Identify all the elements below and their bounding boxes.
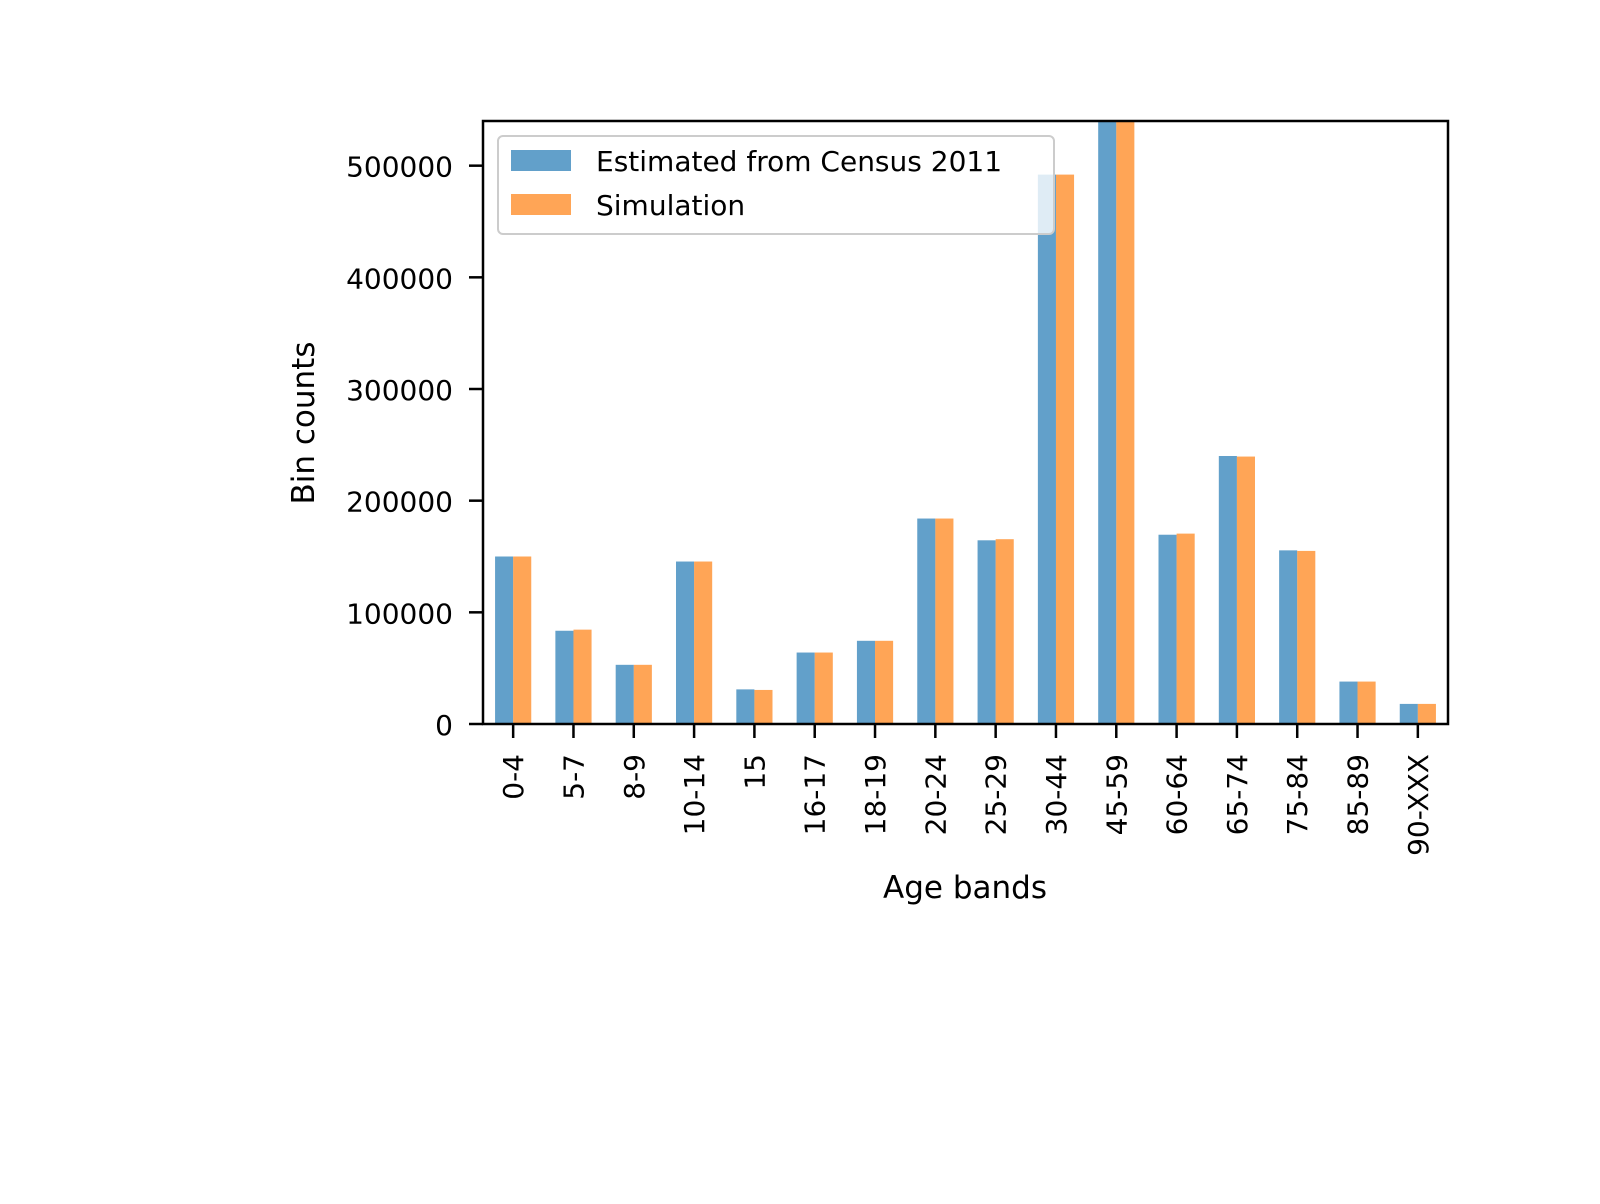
bar-simulation-30-44: [1055, 174, 1075, 725]
x-tick-label: 16-17: [799, 754, 832, 835]
bar-census-20-24: [917, 518, 936, 724]
x-tick-label: 45-59: [1100, 754, 1133, 835]
bar-census-8-9: [615, 664, 634, 724]
x-tick-label: 8-9: [618, 754, 651, 800]
bar-census-25-29: [977, 540, 996, 724]
legend-swatch: [511, 150, 571, 171]
bar-simulation-15: [754, 689, 773, 724]
legend: Estimated from Census 2011 Simulation: [497, 135, 1055, 235]
y-tick-label: 400000: [346, 262, 453, 295]
bar-simulation-0-4: [513, 556, 532, 724]
x-tick-label: 65-74: [1221, 754, 1254, 835]
bar-census-85-89: [1339, 681, 1358, 724]
x-tick-label: 0-4: [497, 754, 530, 800]
legend-label: Estimated from Census 2011: [596, 145, 1002, 178]
x-tick-label: 5-7: [557, 754, 590, 800]
bar-simulation-25-29: [995, 539, 1014, 724]
bar-simulation-10-14: [694, 561, 713, 724]
bar-census-0-4: [495, 556, 514, 724]
bar-census-90-XXX: [1399, 703, 1418, 724]
x-axis-label: Age bands: [883, 870, 1047, 906]
bar-simulation-85-89: [1357, 681, 1376, 724]
bar-census-45-59: [1098, 121, 1117, 724]
bar-census-75-84: [1279, 550, 1298, 724]
bar-census-18-19: [856, 640, 876, 724]
x-tick-label: 85-89: [1342, 754, 1375, 835]
axes-layer: 0 100000 200000 300000 400000 500000 0-4 5-7 8-9…: [346, 119, 1450, 856]
bar-census-30-44: [1037, 174, 1056, 725]
bar-simulation-16-17: [814, 652, 833, 724]
x-tick-label: 10-14: [678, 754, 711, 835]
bar-simulation-90-XXX: [1417, 703, 1436, 724]
y-tick-label: 500000: [346, 151, 453, 184]
x-tick-label: 60-64: [1161, 754, 1194, 835]
bar-census-16-17: [796, 652, 815, 724]
legend-swatch: [511, 194, 571, 215]
bar-simulation-75-84: [1297, 550, 1316, 724]
x-tick-label: 75-84: [1281, 754, 1314, 835]
x-tick-label: 25-29: [980, 754, 1013, 835]
legend-label: Simulation: [596, 189, 745, 222]
bar-simulation-5-7: [573, 629, 592, 724]
bar-simulation-8-9: [633, 664, 652, 724]
x-tick-label: 20-24: [919, 754, 952, 835]
y-tick-label: 200000: [346, 486, 453, 519]
bar-census-60-64: [1158, 534, 1177, 724]
y-tick-label: 100000: [346, 597, 453, 630]
bar-simulation-18-19: [875, 640, 894, 724]
y-tick-label: 300000: [346, 374, 453, 407]
bar-census-10-14: [676, 561, 695, 724]
bar-simulation-60-64: [1176, 533, 1195, 724]
x-tick-label: 30-44: [1040, 754, 1073, 835]
x-tick-label: 90-XXX: [1402, 754, 1435, 856]
bar-simulation-45-59: [1116, 121, 1135, 724]
bar-census-15: [736, 689, 755, 724]
y-axis-label: Bin counts: [286, 342, 322, 505]
plot-frame: [481, 119, 1450, 726]
y-tick-label: 0: [435, 709, 453, 742]
bar-census-5-7: [555, 630, 574, 724]
x-tick-label: 18-19: [859, 754, 892, 835]
bars-layer: [495, 121, 1436, 725]
bar-simulation-65-74: [1236, 456, 1255, 724]
legend-box: [497, 135, 1055, 235]
bar-simulation-20-24: [935, 518, 954, 724]
bar-census-65-74: [1218, 456, 1237, 724]
x-tick-label: 15: [738, 754, 771, 790]
